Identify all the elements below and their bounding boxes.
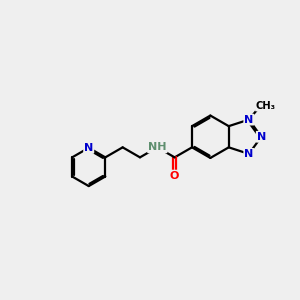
Text: N: N: [244, 149, 254, 159]
Text: NH: NH: [148, 142, 166, 152]
Text: N: N: [257, 132, 266, 142]
Text: O: O: [170, 171, 179, 181]
Text: CH₃: CH₃: [256, 100, 276, 111]
Text: N: N: [84, 143, 93, 153]
Text: N: N: [244, 115, 254, 124]
